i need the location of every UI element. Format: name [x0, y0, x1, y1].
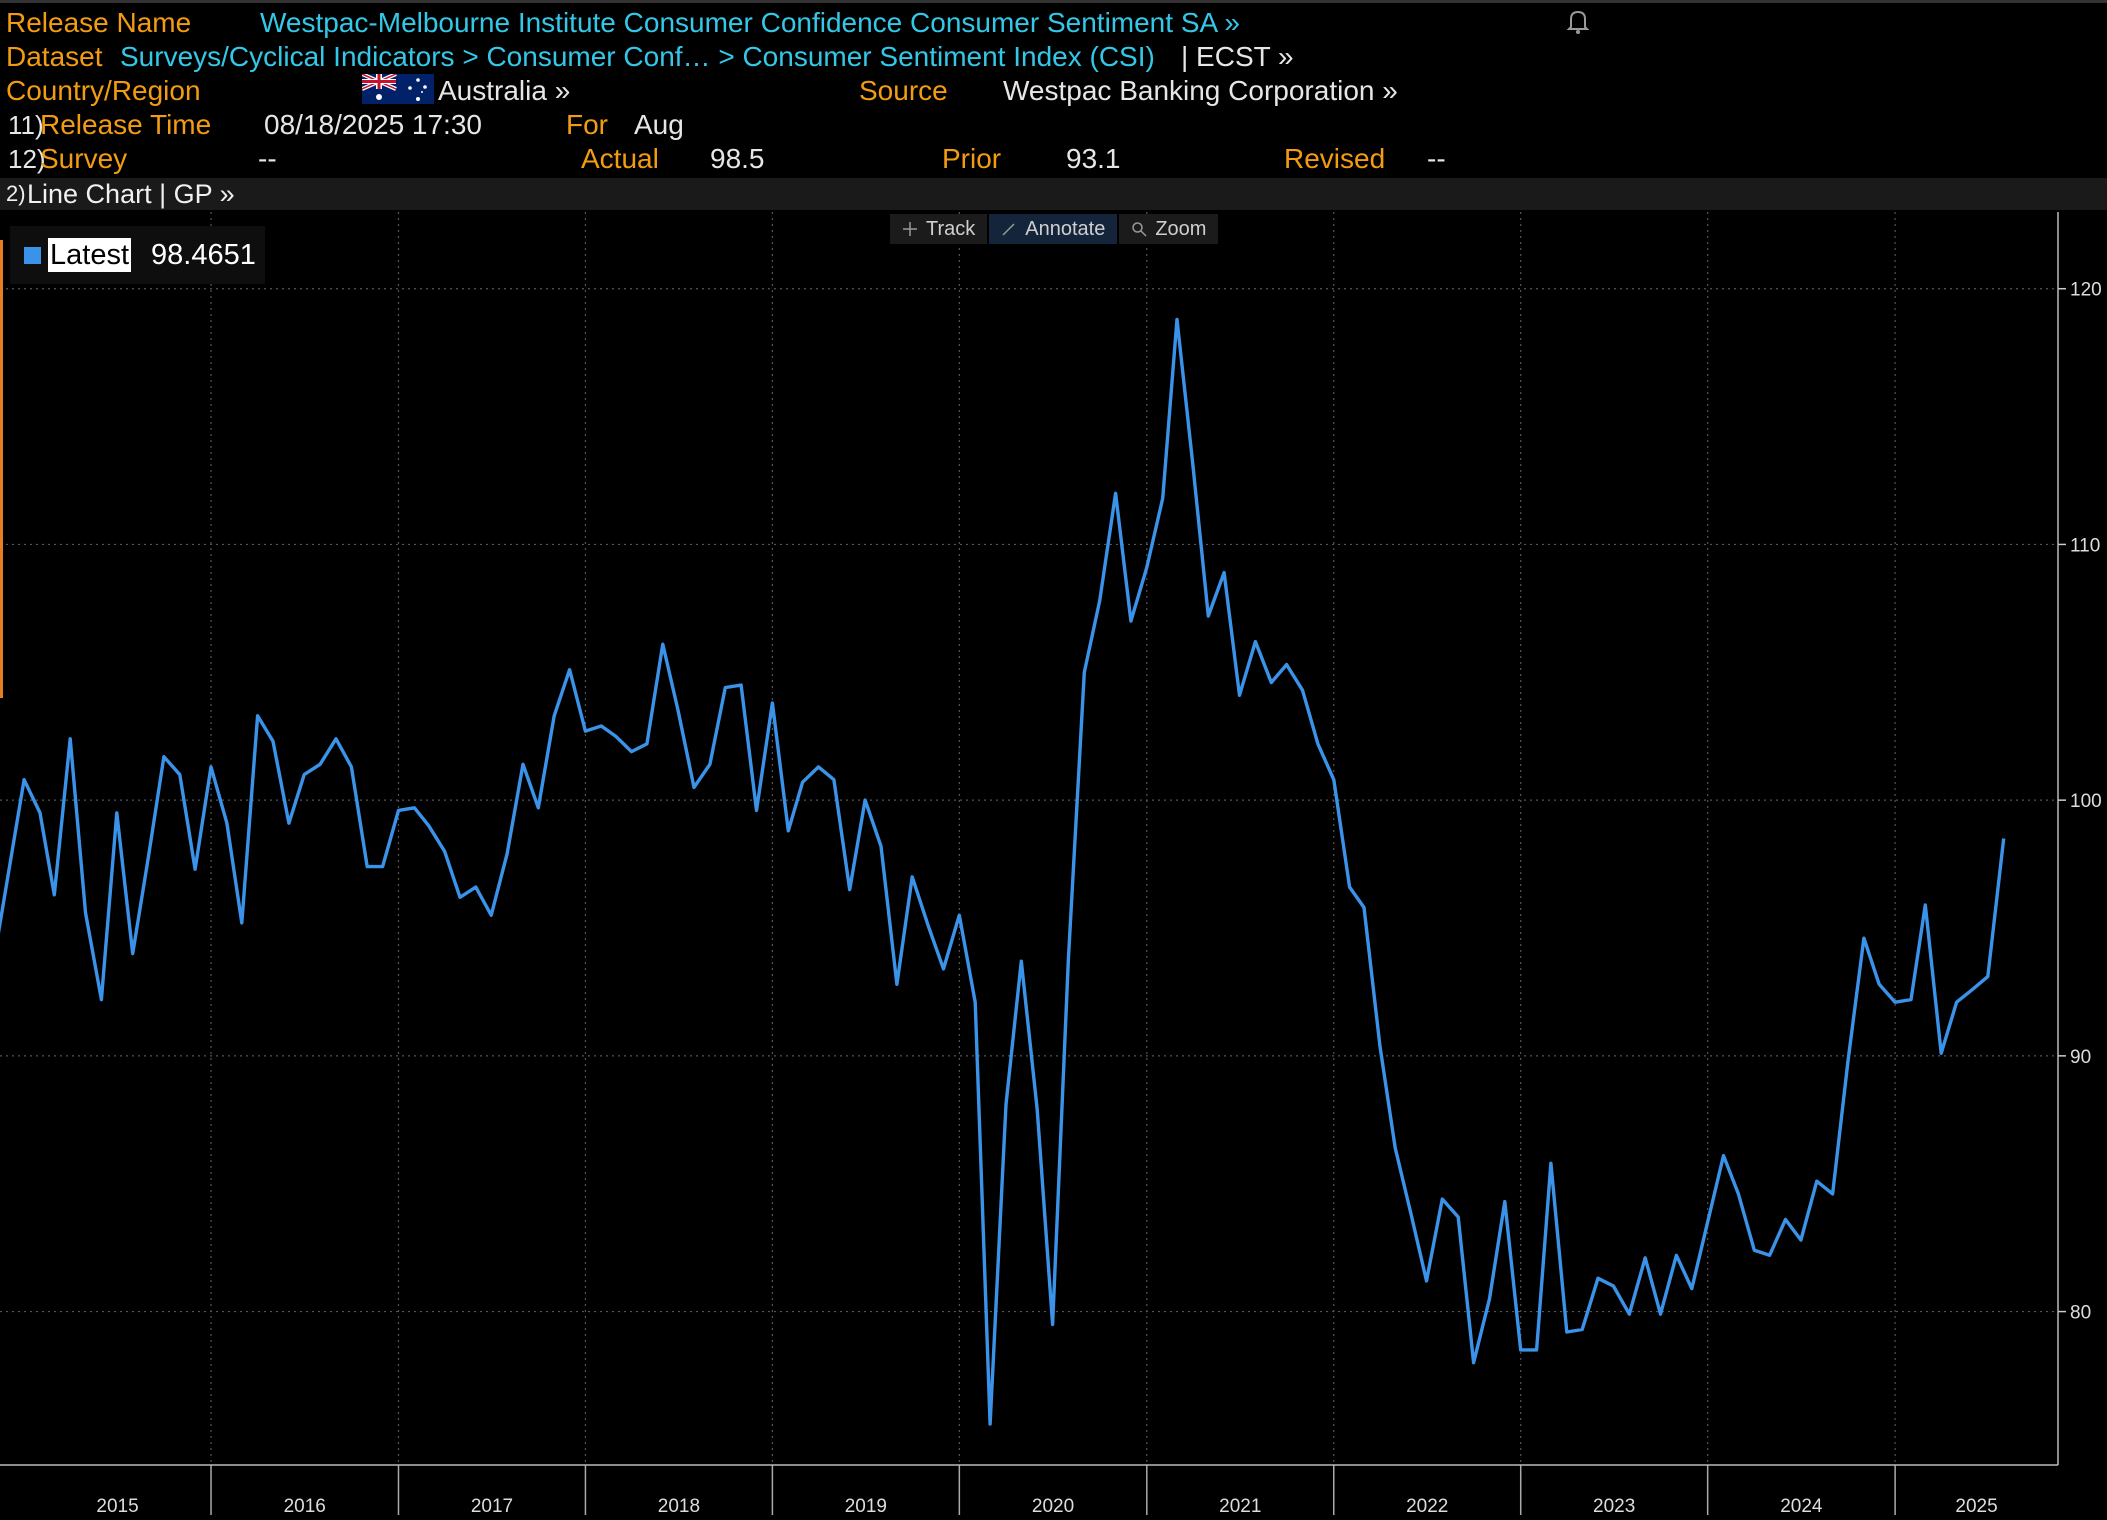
x-tick-label: 2015	[96, 1496, 138, 1515]
x-tick-label: 2023	[1593, 1496, 1635, 1515]
legend-series-name: Latest	[48, 238, 131, 272]
country-link[interactable]: Australia »	[438, 75, 571, 106]
survey-value: --	[258, 143, 277, 174]
x-tick-label: 2020	[1032, 1496, 1074, 1515]
actual-label: Actual	[581, 143, 659, 174]
survey-hotkey[interactable]: 12)	[8, 144, 46, 174]
magnifier-icon	[1132, 222, 1147, 237]
x-tick-label: 2022	[1406, 1496, 1448, 1515]
series-line-latest	[0, 317, 2006, 1426]
chart-toolbar: Track Annotate Zoom	[890, 214, 1219, 244]
annotate-label: Annotate	[1025, 218, 1106, 240]
revised-label: Revised	[1284, 143, 1386, 174]
track-label: Track	[926, 218, 976, 240]
chart-type-link[interactable]: Line Chart | GP »	[27, 179, 235, 209]
legend-swatch	[24, 247, 41, 264]
x-tick-label: 2018	[658, 1496, 700, 1515]
left-highlight-bar	[0, 240, 3, 698]
y-tick-label: 100	[2070, 791, 2102, 812]
for-label: For	[566, 109, 608, 140]
chart-legend[interactable]: Latest 98.4651	[10, 226, 265, 284]
source-link[interactable]: Westpac Banking Corporation »	[1003, 75, 1398, 106]
x-tick-label: 2024	[1780, 1496, 1823, 1515]
x-tick-label: 2017	[471, 1496, 513, 1515]
release-name-label: Release Name	[6, 7, 192, 38]
x-tick-label: 2019	[845, 1496, 887, 1515]
prior-label: Prior	[942, 143, 1002, 174]
y-tick-label: 90	[2070, 1047, 2091, 1068]
y-tick-label: 110	[2070, 535, 2100, 556]
release-time-value: 08/18/2025 17:30	[264, 109, 482, 140]
source-label: Source	[859, 75, 948, 106]
annotate-button[interactable]: Annotate	[989, 214, 1118, 244]
y-tick-label: 120	[2070, 280, 2102, 301]
header-top-divider	[0, 0, 2107, 3]
dataset-ticker[interactable]: | ECST »	[1181, 41, 1294, 72]
release-name-link[interactable]: Westpac-Melbourne Institute Consumer Con…	[260, 7, 1240, 38]
x-tick-label: 2016	[284, 1496, 326, 1515]
pencil-icon	[1002, 223, 1015, 236]
prior-value: 93.1	[1066, 143, 1121, 174]
survey-label[interactable]: Survey	[40, 143, 128, 174]
revised-value: --	[1427, 143, 1446, 174]
zoom-label: Zoom	[1155, 218, 1207, 240]
line-chart[interactable]: 80 90 100 110 120 2015 2016 2017 2018 2019 2020 202…	[0, 210, 2107, 1517]
track-button[interactable]: Track	[890, 214, 988, 244]
release-time-hotkey[interactable]: 11)	[8, 110, 44, 140]
security-header: Release Name Westpac-Melbourne Institute…	[0, 0, 2107, 210]
chart-type-hotkey[interactable]: 2)	[6, 181, 26, 206]
chart-type-bar: 2) Line Chart | GP »	[0, 178, 2107, 210]
x-tick-label: 2021	[1219, 1496, 1261, 1515]
dataset-label: Dataset	[6, 41, 103, 72]
x-tick-label: 2025	[1955, 1496, 1997, 1515]
actual-value: 98.5	[710, 143, 765, 174]
bell-icon[interactable]	[1563, 6, 1593, 36]
crosshair-icon	[903, 222, 917, 236]
zoom-button[interactable]: Zoom	[1119, 214, 1219, 244]
release-time-label[interactable]: Release Time	[40, 109, 212, 140]
y-tick-label: 80	[2070, 1303, 2091, 1324]
for-value: Aug	[634, 109, 684, 140]
australia-flag-icon	[362, 74, 434, 104]
legend-series-value: 98.4651	[151, 239, 256, 271]
chart-area[interactable]: 80 90 100 110 120 2015 2016 2017 2018 2019 2020 202…	[0, 210, 2107, 1517]
dataset-breadcrumb[interactable]: Surveys/Cyclical Indicators > Consumer C…	[120, 41, 1155, 72]
country-label: Country/Region	[6, 75, 201, 106]
